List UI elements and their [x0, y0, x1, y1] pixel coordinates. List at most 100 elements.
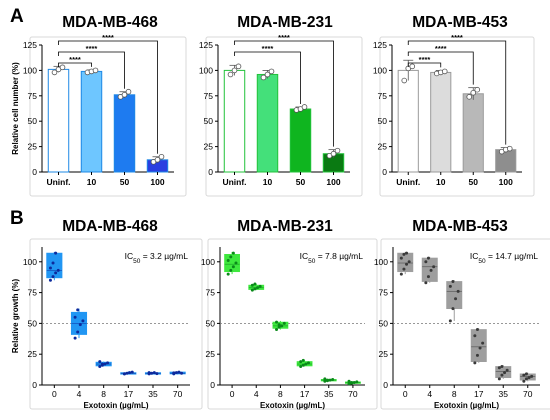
box-x-tick-label: 70 [348, 389, 358, 399]
box-data-point [152, 371, 156, 375]
box-y-tick-label: 50 [28, 318, 38, 328]
box-y-tick-label: 0 [32, 380, 37, 390]
box-y-tick-label: 25 [206, 349, 216, 359]
bar [47, 68, 70, 173]
significance-bracket [234, 40, 334, 147]
bar-x-tick-label: 10 [87, 177, 97, 187]
box-data-point [54, 271, 58, 275]
bar-y-tick-label: 75 [204, 91, 214, 101]
box-data-point [177, 370, 181, 374]
box-x-tick-label: 0 [52, 389, 57, 399]
box-data-point [226, 272, 230, 276]
box-data-point [258, 284, 262, 288]
box-data-point [275, 328, 279, 332]
ic50-text: IC [470, 251, 479, 261]
bar-y-tick-label: 125 [23, 40, 37, 50]
box-data-point [426, 275, 430, 279]
box-data-point [78, 323, 82, 327]
bar-data-point [470, 89, 477, 96]
box-data-point [424, 260, 428, 264]
bar-x-tick-label: 10 [436, 177, 446, 187]
bar-data-point [51, 69, 58, 76]
box-data-point [323, 379, 327, 383]
box [446, 281, 463, 310]
bar-data-point [401, 77, 408, 84]
significance-bracket [58, 62, 92, 67]
bar-chart-title: MDA-MB-453 [412, 14, 508, 31]
bar-y-tick-label: 125 [373, 40, 387, 50]
box-x-tick-label: 17 [124, 389, 134, 399]
bar-panel-2: MDA-MB-453 0 25 50 75 100 125 Uninf. 10 50 100 ****… [373, 14, 535, 197]
box-data-point [280, 324, 284, 328]
ic50-value: = 7.8 µg/mL [315, 251, 363, 261]
bar [495, 149, 517, 173]
bar-data-point [506, 145, 513, 152]
box-x-tick-label: 4 [427, 389, 432, 399]
ic50-value: = 14.7 µg/mL [486, 251, 539, 261]
box-data-point [448, 284, 452, 288]
ic50-annotation: IC50 = 14.7 µg/mL [470, 251, 538, 265]
box-data-point [405, 251, 409, 255]
bar-y-tick-label: 125 [199, 40, 213, 50]
box-data-point [231, 251, 235, 255]
bar-x-tick-label: 100 [499, 177, 513, 187]
box-data-point [527, 376, 531, 380]
bar-y-tick-label: 100 [373, 65, 387, 75]
box-data-point [331, 377, 335, 381]
box-x-tick-label: 8 [101, 389, 106, 399]
panel-label-b: B [10, 208, 24, 229]
box-y-tick-label: 25 [28, 349, 38, 359]
significance-bracket [407, 62, 442, 68]
bar-y-tick-label: 0 [382, 167, 387, 177]
bar-x-tick-label: 10 [263, 177, 273, 187]
box-chart-title: MDA-MB-453 [412, 218, 508, 235]
box-data-point [301, 363, 305, 367]
panel-label-a: A [10, 6, 24, 27]
bar-data-point [474, 86, 481, 93]
box-data-point [76, 308, 80, 312]
box-data-point [522, 379, 526, 383]
box-x-tick-label: 17 [300, 389, 310, 399]
box-data-point [301, 358, 305, 362]
ic50-annotation: IC50 = 7.8 µg/mL [300, 251, 364, 265]
box-y-tick-label: 75 [379, 288, 389, 298]
box-data-point [48, 266, 52, 270]
box-data-point [350, 381, 354, 385]
box-data-point [429, 268, 433, 272]
bar-x-tick-label: Uninf. [396, 177, 420, 187]
bar-data-point [227, 71, 234, 78]
box-data-point [405, 262, 409, 266]
box [470, 329, 487, 362]
box-data-point [347, 382, 351, 386]
box-data-point [475, 353, 479, 357]
significance-label: **** [102, 33, 114, 42]
box-x-tick-label: 70 [523, 389, 533, 399]
box-y-tick-label: 50 [206, 318, 216, 328]
box-data-point [524, 372, 528, 376]
box-data-point [130, 370, 134, 374]
bar-data-point [466, 94, 473, 100]
bar-x-tick-label: Uninf. [222, 177, 246, 187]
box-data-point [505, 368, 509, 372]
bar [223, 69, 246, 173]
box-data-point [299, 365, 303, 369]
significance-label: **** [451, 33, 463, 42]
box-y-axis-label: Relative growth (%) [11, 279, 20, 354]
box-data-point [454, 297, 458, 301]
bar-x-tick-label: 50 [296, 177, 306, 187]
bar-panel-1: MDA-MB-231 0 25 50 75 100 125 Uninf. 10 50 100 ****… [199, 14, 363, 197]
box-data-point [424, 281, 428, 285]
bar-data-point [334, 147, 341, 154]
bar-x-tick-label: 50 [120, 177, 130, 187]
box-data-point [325, 378, 329, 382]
box-data-point [524, 377, 528, 381]
significance-label: **** [86, 44, 98, 53]
bar-x-tick-label: 50 [469, 177, 479, 187]
bar [80, 70, 103, 173]
bar-data-point [330, 150, 337, 157]
box-x-axis-label: Exotoxin (µg/mL) [434, 401, 499, 410]
box-data-point [497, 366, 501, 370]
